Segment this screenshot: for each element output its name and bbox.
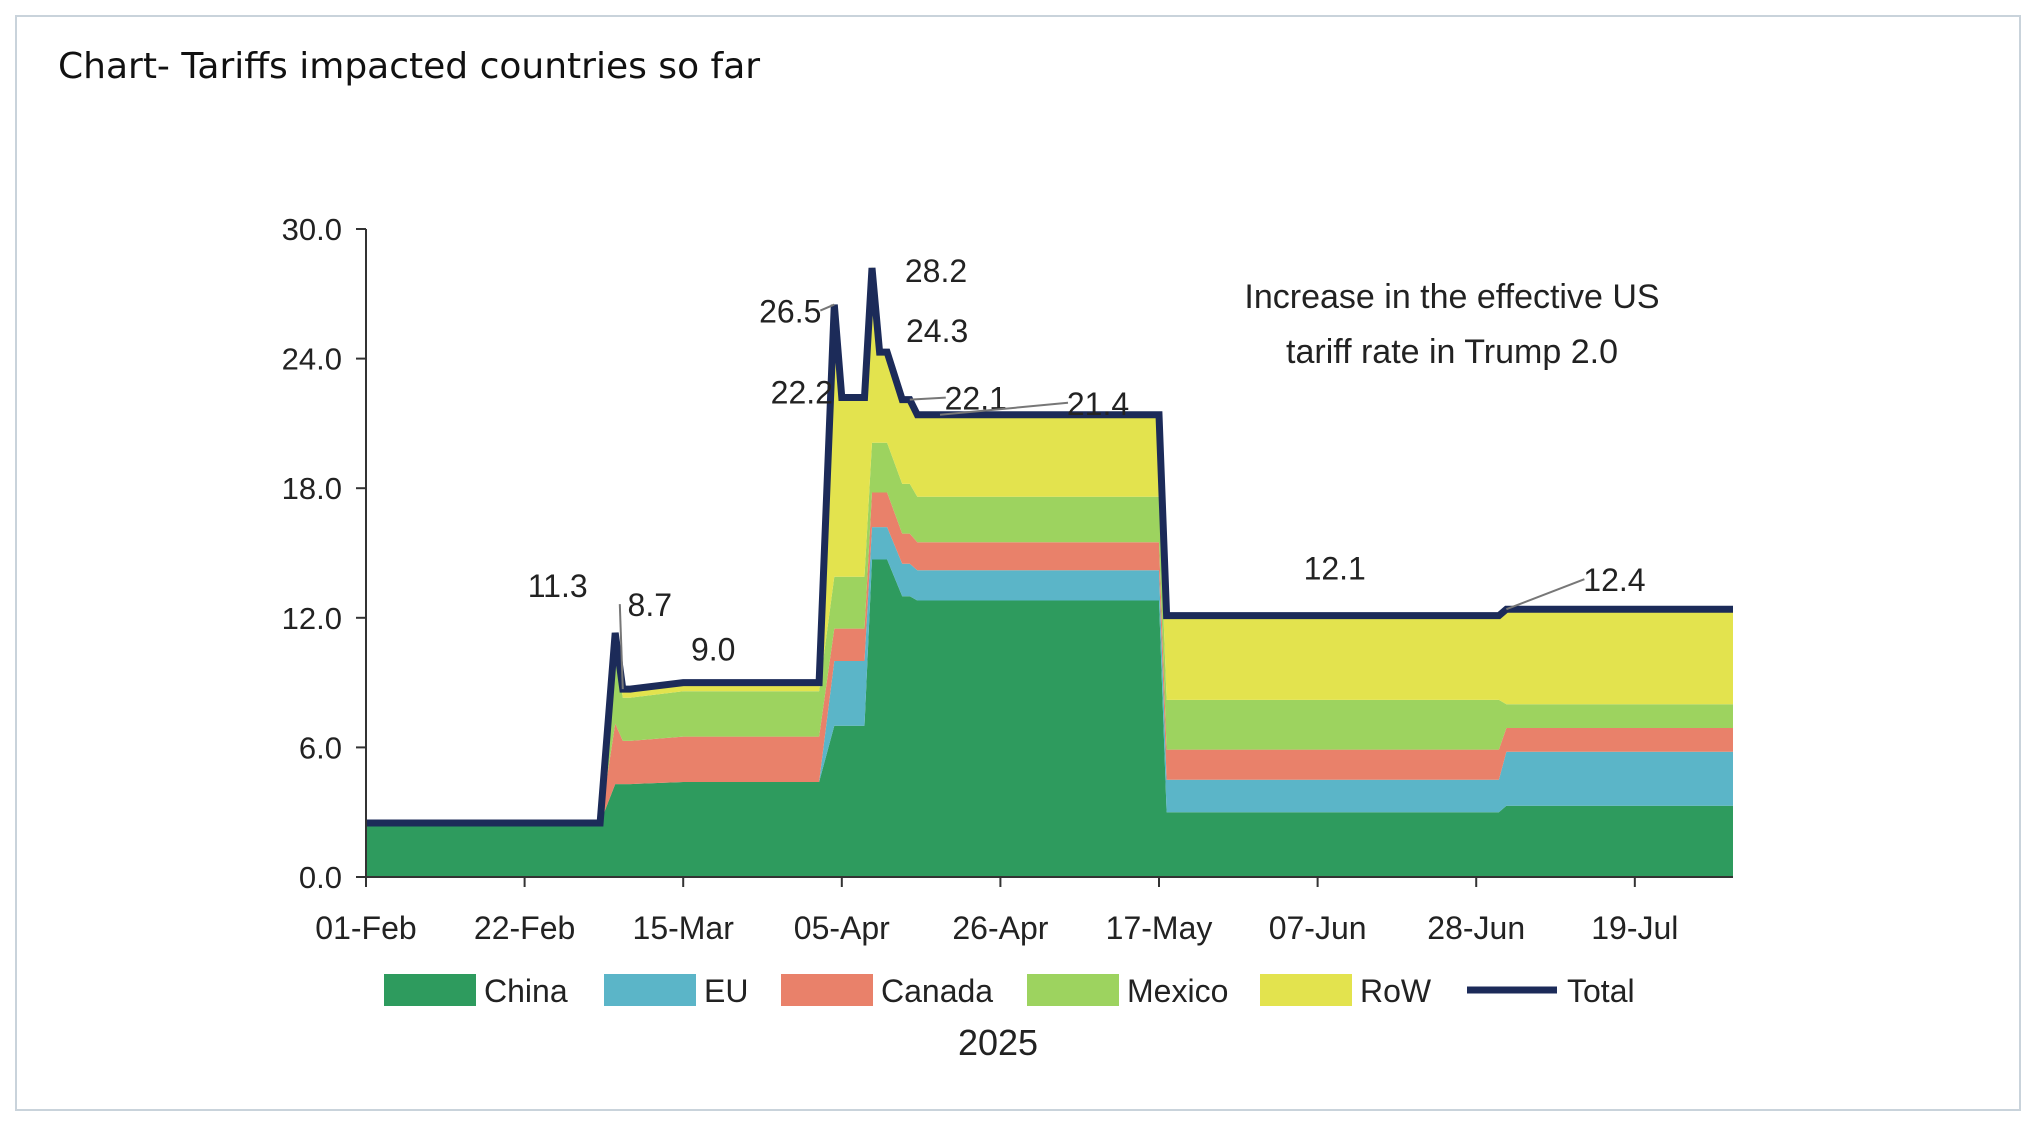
- legend-label-row: RoW: [1360, 973, 1432, 1009]
- annotation-leader: [909, 396, 946, 401]
- legend-label-eu: EU: [704, 973, 748, 1009]
- page-title: Chart- Tariffs impacted countries so far: [58, 46, 761, 87]
- data-label: 9.0: [691, 632, 735, 668]
- x-tick-label: 17-May: [1106, 910, 1213, 946]
- x-tick-label: 15-Mar: [633, 910, 735, 946]
- legend-swatch-canada: [781, 974, 873, 1006]
- data-label: 21.4: [1067, 386, 1129, 422]
- legend: China EU Canada Mexico RoW Total: [384, 973, 1635, 1009]
- data-label: 28.2: [905, 253, 967, 289]
- data-label: 12.4: [1583, 562, 1645, 598]
- data-label: 11.3: [528, 568, 588, 604]
- data-label: 22.2: [771, 374, 833, 410]
- area-canada: [366, 492, 1733, 823]
- x-tick-label: 07-Jun: [1269, 910, 1367, 946]
- area-china: [366, 559, 1733, 877]
- x-tick-label: 05-Apr: [794, 910, 890, 946]
- data-label: 8.7: [628, 587, 672, 623]
- x-tick-label: 19-Jul: [1591, 910, 1678, 946]
- subtitle-line-1: Increase in the effective US: [1244, 278, 1659, 316]
- y-tick-label: 0.0: [299, 860, 342, 895]
- y-tick-label: 24.0: [282, 342, 342, 377]
- legend-label-canada: Canada: [881, 973, 993, 1009]
- data-labels: 11.38.79.026.522.228.224.322.1 21.412.1 12…: [528, 253, 1646, 690]
- x-tick-label: 22-Feb: [474, 910, 575, 946]
- annotation-leader: [939, 401, 1069, 416]
- data-label: 24.3: [906, 313, 968, 349]
- data-label: 12.1: [1304, 551, 1366, 587]
- annotation-leader: [618, 604, 624, 690]
- y-tick-label: 12.0: [282, 601, 342, 636]
- axes: [365, 229, 1733, 878]
- x-tick-label: 26-Apr: [952, 910, 1048, 946]
- legend-swatch-row: [1260, 974, 1352, 1006]
- area-mexico: [366, 442, 1733, 823]
- x-tick-label: 28-Jun: [1427, 910, 1525, 946]
- y-tick-label: 18.0: [282, 471, 342, 506]
- total-line-group: [366, 267, 1733, 827]
- chart-subtitle: Increase in the effective US tariff rate…: [1244, 278, 1659, 371]
- legend-swatch-eu: [604, 974, 696, 1006]
- legend-swatch-china: [384, 974, 476, 1006]
- annotation-leader: [819, 303, 835, 312]
- y-tick-label: 30.0: [282, 212, 342, 247]
- annotation-leader: [1506, 578, 1585, 611]
- legend-label-china: China: [484, 973, 568, 1009]
- data-label: 26.5: [759, 294, 821, 330]
- legend-swatch-mexico: [1027, 974, 1119, 1006]
- x-tick-label: 01-Feb: [315, 910, 416, 946]
- legend-label-mexico: Mexico: [1127, 973, 1228, 1009]
- series-line-total: [366, 267, 1733, 827]
- y-ticks: 0.0 6.0 12.0 18.0 24.0 30.0: [282, 212, 366, 895]
- legend-label-total: Total: [1567, 973, 1635, 1009]
- area-eu: [366, 527, 1733, 823]
- x-ticks: 01-Feb 22-Feb 15-Mar 05-Apr 26-Apr 17-May 07-J…: [315, 877, 1678, 946]
- y-tick-label: 6.0: [299, 730, 342, 765]
- subtitle-line-2: tariff rate in Trump 2.0: [1286, 333, 1618, 371]
- x-axis-label: 2025: [958, 1022, 1038, 1063]
